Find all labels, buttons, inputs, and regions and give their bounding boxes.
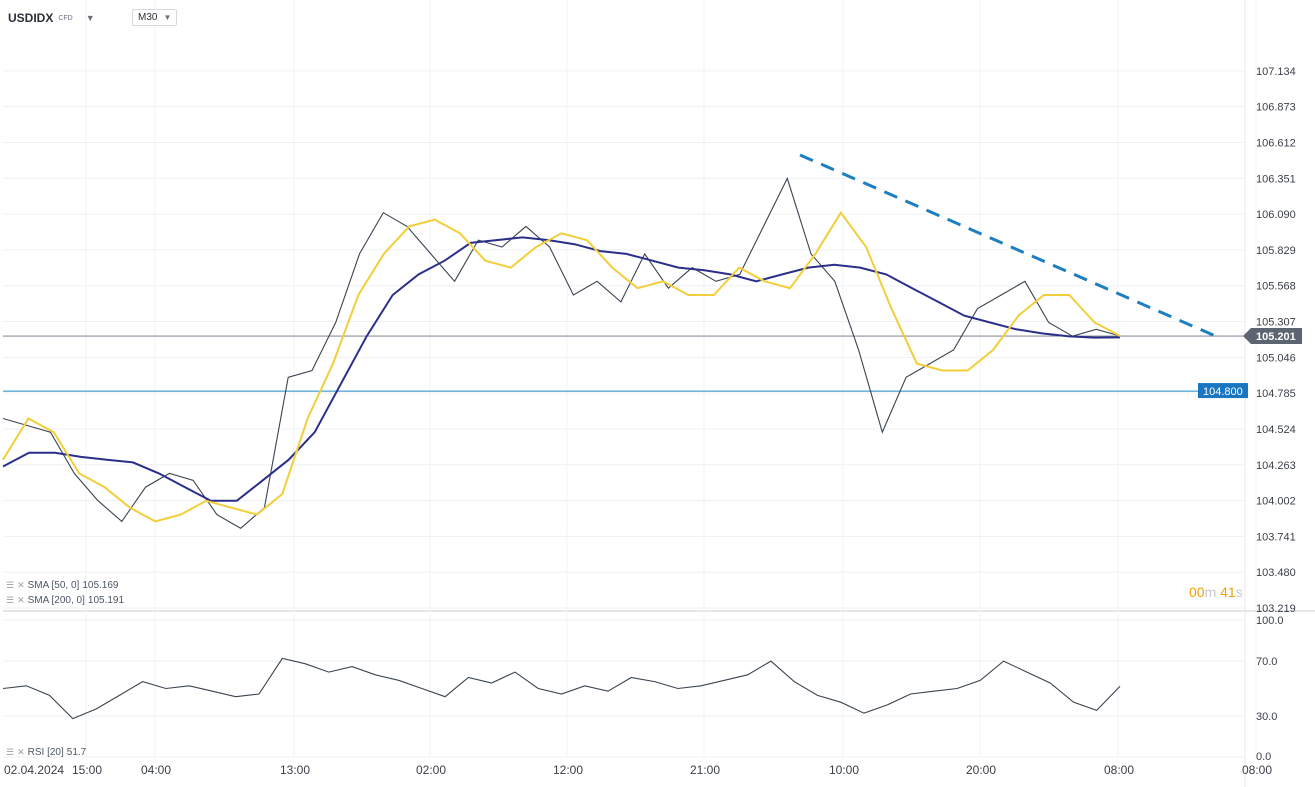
current-price-badge bbox=[1243, 328, 1302, 345]
sma50-legend[interactable]: ☰ ✕ SMA [50, 0] 105.169 bbox=[6, 580, 118, 591]
chevron-down-icon: ▼ bbox=[85, 13, 95, 23]
time-tick-label: 08:00 bbox=[1104, 763, 1134, 777]
rsi-tick-label: 70.0 bbox=[1256, 656, 1277, 668]
settings-icon[interactable]: ☰ bbox=[6, 595, 15, 605]
rsi-grid bbox=[3, 619, 1245, 758]
price-tick-label: 105.829 bbox=[1256, 245, 1296, 257]
symbol-selector[interactable]: USDIDX CFD ▼ bbox=[8, 9, 95, 27]
candle-countdown: 00m 41s bbox=[1189, 584, 1243, 600]
price-badges: 105.201 104.800 bbox=[1198, 328, 1302, 399]
rsi-tick-label: 30.0 bbox=[1256, 711, 1277, 723]
support-price-badge bbox=[1198, 383, 1248, 399]
price-tick-label: 104.524 bbox=[1256, 424, 1296, 436]
timeframe-label: M30 bbox=[138, 12, 158, 23]
price-tick-label: 107.134 bbox=[1256, 66, 1296, 78]
rsi-legend[interactable]: ☰ ✕ RSI [20] 51.7 bbox=[6, 747, 86, 758]
sma50-series bbox=[2, 210, 1121, 523]
time-tick-label: 20:00 bbox=[966, 763, 996, 777]
price-tick-label: 104.002 bbox=[1256, 496, 1296, 508]
close-icon[interactable]: ✕ bbox=[17, 580, 25, 590]
sma200-legend[interactable]: ☰ ✕ SMA [200, 0] 105.191 bbox=[6, 595, 124, 606]
price-tick-label: 105.568 bbox=[1256, 281, 1296, 293]
price-tick-label: 103.480 bbox=[1256, 567, 1296, 579]
rsi-axis[interactable]: 100.0 70.0 30.0 0.0 bbox=[1256, 615, 1284, 763]
price-grid bbox=[3, 0, 1315, 787]
price-axis[interactable]: 107.134 106.873 106.612 106.351 106.090 105.8… bbox=[1256, 66, 1296, 615]
close-icon[interactable]: ✕ bbox=[17, 595, 25, 605]
time-tick-label: 10:00 bbox=[829, 763, 859, 777]
downtrend-line[interactable] bbox=[799, 153, 1221, 340]
settings-icon[interactable]: ☰ bbox=[6, 747, 15, 757]
time-tick-label: 13:00 bbox=[280, 763, 310, 777]
rsi-tick-label: 0.0 bbox=[1256, 751, 1271, 763]
price-tick-label: 105.307 bbox=[1256, 317, 1296, 329]
price-tick-label: 103.219 bbox=[1256, 603, 1296, 615]
instrument-type: CFD bbox=[58, 14, 73, 22]
price-tick-label: 106.612 bbox=[1256, 137, 1296, 149]
price-tick-label: 104.263 bbox=[1256, 460, 1296, 472]
sma200-value: 105.191 bbox=[87, 595, 125, 606]
time-axis[interactable]: 02.04.2024 15:00 04:00 13:00 02:00 12:00 21:00… bbox=[4, 763, 1272, 777]
price-tick-label: 106.351 bbox=[1256, 173, 1296, 185]
symbol-name: USDIDX bbox=[8, 11, 54, 25]
time-tick-label: 15:00 bbox=[72, 763, 102, 777]
rsi-line bbox=[2, 657, 1121, 720]
price-tick-label: 105.046 bbox=[1256, 352, 1296, 364]
price-tick-label: 106.090 bbox=[1256, 209, 1296, 221]
time-tick-label: 02:00 bbox=[416, 763, 446, 777]
close-icon[interactable]: ✕ bbox=[17, 747, 25, 757]
sma200-line bbox=[2, 236, 1121, 502]
timeframe-selector[interactable]: M30 ▼ bbox=[132, 9, 178, 26]
rsi-value: 51.7 bbox=[66, 747, 87, 758]
rsi-tick-label: 100.0 bbox=[1256, 615, 1284, 627]
time-tick-label: 04:00 bbox=[141, 763, 171, 777]
time-tick-label: 12:00 bbox=[553, 763, 583, 777]
settings-icon[interactable]: ☰ bbox=[6, 580, 15, 590]
price-series bbox=[2, 176, 1121, 529]
timer-minutes: 00 bbox=[1189, 584, 1205, 600]
timer-seconds-unit: s bbox=[1235, 584, 1243, 600]
price-tick-label: 103.741 bbox=[1256, 531, 1296, 543]
timer-minutes-unit: m bbox=[1204, 584, 1217, 600]
time-tick-label: 02.04.2024 bbox=[4, 763, 64, 777]
rsi-label: RSI [20] bbox=[27, 747, 64, 758]
price-line bbox=[2, 176, 1121, 529]
sma50-value: 105.169 bbox=[82, 580, 119, 591]
sma50-line bbox=[2, 210, 1121, 523]
chevron-down-icon: ▼ bbox=[163, 13, 172, 22]
current-price-label: 105.201 bbox=[1256, 331, 1296, 343]
price-tick-label: 106.873 bbox=[1256, 102, 1296, 114]
timer-seconds: 41 bbox=[1220, 584, 1236, 600]
price-tick-label: 104.785 bbox=[1256, 388, 1296, 400]
time-tick-label: 08:00 bbox=[1242, 763, 1272, 777]
sma200-label: SMA [200, 0] bbox=[27, 595, 85, 606]
sma50-label: SMA [50, 0] bbox=[27, 580, 80, 591]
support-price-label: 104.800 bbox=[1203, 386, 1243, 398]
sma200-series bbox=[2, 236, 1121, 502]
rsi-series bbox=[2, 657, 1121, 720]
time-tick-label: 21:00 bbox=[690, 763, 720, 777]
